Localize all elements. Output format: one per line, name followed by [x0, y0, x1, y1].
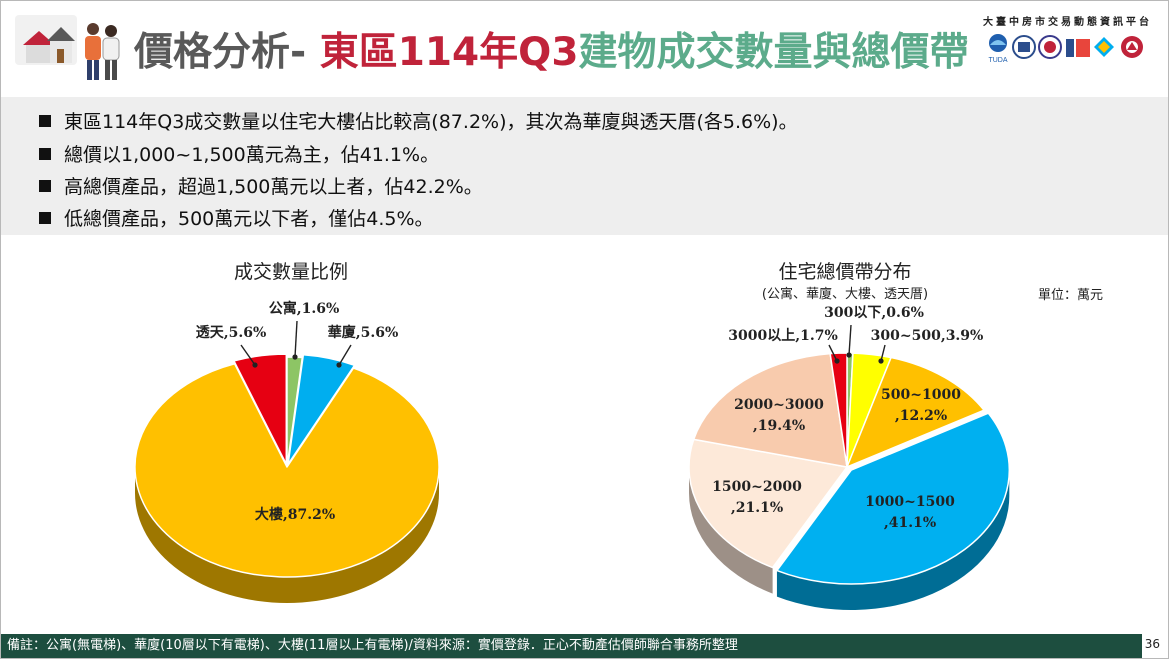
label-mid-rise: 華廈,5.6%: [328, 324, 399, 341]
label-apartment: 公寓,1.6%: [269, 300, 340, 317]
bullet-square-icon: [39, 115, 51, 127]
bullet-square-icon: [39, 212, 51, 224]
leader-dot-under-300: [846, 352, 852, 358]
chart2-title: 住宅總價帶分布: [778, 261, 911, 283]
label-300-500: 300~500,3.9%: [871, 328, 984, 344]
platform-name: 大臺中房市交易動態資訊平台: [983, 17, 1152, 28]
summary-panel: 東區114年Q3成交數量以住宅大樓佔比較高(87.2%)，其次為華廈與透天厝(各…: [1, 97, 1168, 235]
summary-bullet-text: 東區114年Q3成交數量以住宅大樓佔比較高(87.2%)，其次為華廈與透天厝(各…: [64, 111, 798, 133]
pie2-slice-3: [776, 412, 1011, 585]
title-topic: 建物成交數量與總價帶: [578, 30, 969, 75]
pie1-side-2: [135, 467, 439, 603]
page-title: 價格分析- 東區114年Q3建物成交數量與總價帶: [134, 21, 968, 77]
label-2000-3000-pct: ,19.4%: [753, 418, 805, 434]
leader-mid-rise: [338, 344, 352, 366]
charts-area: 成交數量比例 公寓,1.6% 華廈,5.6% 透天,5.6% 大樓,87.2% 住宅總…: [134, 261, 1103, 611]
summary-bullet: 總價以1,000~1,500萬元為主，佔41.1%。: [39, 140, 439, 167]
pie1-slice-3: [233, 353, 288, 465]
summary-bullet: 東區114年Q3成交數量以住宅大樓佔比較高(87.2%)，其次為華廈與透天厝(各…: [39, 107, 798, 134]
building-type-chart: 成交數量比例 公寓,1.6% 華廈,5.6% 透天,5.6% 大樓,87.2%: [134, 261, 440, 603]
appraisal-logo-icon: [1121, 36, 1143, 58]
summary-bullet-text: 高總價產品，超過1,500萬元以上者，佔42.2%。: [64, 176, 483, 198]
pie2-slice-5: [692, 352, 848, 468]
pie2-slice-2: [846, 356, 985, 468]
unit-label: 單位：萬元: [1038, 288, 1103, 303]
summary-bullet: 低總價產品，500萬元以下者，僅佔4.5%。: [39, 204, 434, 231]
tuda-logo-icon: TUDA: [988, 34, 1008, 64]
summary-bullet-text: 總價以1,000~1,500萬元為主，佔41.1%。: [64, 144, 440, 166]
pie2-slice-6: [829, 352, 848, 468]
label-under-300: 300以下,0.6%: [824, 305, 924, 321]
label-500-1000-range: 500~1000: [881, 387, 961, 403]
pie2-side-4: [689, 467, 773, 594]
leader-dot-over-3000: [834, 358, 840, 364]
leader-dot-300-500: [878, 358, 884, 364]
leader-apartment: [294, 320, 298, 358]
label-high-rise: 大樓,87.2%: [255, 506, 335, 523]
label-1500-2000-range: 1500~2000: [712, 479, 802, 495]
summary-bullet: 高總價產品，超過1,500萬元以上者，佔42.2%。: [39, 172, 483, 199]
pie2-slice-4: [688, 438, 848, 569]
tuda-logo-text: TUDA: [988, 57, 1007, 64]
summary-bullet-text: 低總價產品，500萬元以下者，僅佔4.5%。: [64, 208, 434, 230]
partner-logos: TUDA: [988, 34, 1143, 64]
title-district: 東區114年Q3: [319, 30, 579, 75]
label-1000-1500-range: 1000~1500: [865, 494, 955, 510]
leader-300-500: [880, 344, 886, 362]
pie2-side-3: [776, 470, 1010, 611]
housing-logo-icon: [1066, 39, 1090, 57]
bullet-square-icon: [39, 180, 51, 192]
label-1500-2000-pct: ,21.1%: [731, 500, 783, 516]
label-500-1000-pct: ,12.2%: [895, 408, 947, 424]
houses-illustration: [15, 15, 120, 80]
pie1-slice-2: [134, 362, 440, 578]
price-band-chart: 住宅總價帶分布 (公寓、華廈、大樓、透天厝) 單位：萬元 300以下,0.6% 3…: [688, 261, 1103, 611]
label-over-3000: 3000以上,1.7%: [728, 328, 838, 344]
chart2-subtitle: (公寓、華廈、大樓、透天厝): [762, 286, 928, 302]
leader-under-300: [848, 324, 852, 356]
leader-dot-apartment: [292, 354, 298, 360]
leader-dot-townhouse: [252, 362, 258, 368]
label-2000-3000-range: 2000~3000: [734, 397, 824, 413]
diamond-logo-icon: [1094, 37, 1114, 57]
leader-townhouse: [240, 344, 256, 366]
pie1-slice-1: [287, 354, 356, 465]
government-seal-icon: [1012, 35, 1036, 59]
label-townhouse: 透天,5.6%: [196, 325, 267, 341]
footer-note: 備註：公寓(無電梯)、華廈(10層以下有電梯)、大樓(11層以上有電梯)/資料來…: [1, 634, 1142, 658]
header: 價格分析- 東區114年Q3建物成交數量與總價帶 大臺中房市交易動態資訊平台 T…: [1, 1, 1168, 93]
leader-dot-mid-rise: [336, 362, 342, 368]
association-seal-icon: [1038, 35, 1062, 59]
bullet-square-icon: [39, 148, 51, 160]
chart1-title: 成交數量比例: [234, 261, 348, 283]
label-1000-1500-pct: ,41.1%: [884, 515, 936, 531]
title-prefix: 價格分析-: [134, 30, 320, 75]
page-number: 36: [1144, 637, 1160, 651]
leader-over-3000: [828, 344, 838, 362]
